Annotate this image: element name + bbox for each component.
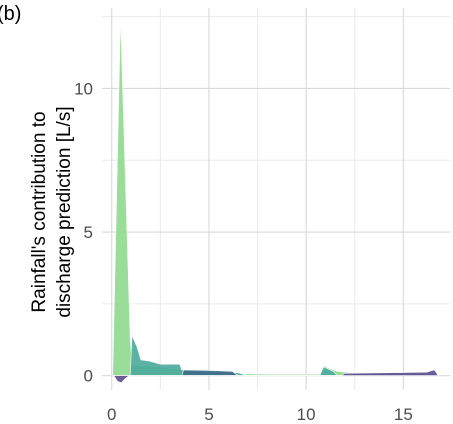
x-tick-label: 15 xyxy=(394,405,413,424)
y-tick-label: 0 xyxy=(84,367,93,386)
panel-label: (b) xyxy=(0,3,21,25)
x-tick-label: 0 xyxy=(107,405,116,424)
series-area-3 xyxy=(181,369,240,376)
y-axis: 0 5 10 xyxy=(74,79,93,385)
y-axis-title-line-1: Rainfall's contribution to xyxy=(29,111,50,312)
series-area-1 xyxy=(112,16,440,376)
area-series xyxy=(112,16,440,384)
y-axis-title-line-2: discharge prediction [L/s] xyxy=(54,106,75,317)
x-tick-label: 5 xyxy=(204,405,213,424)
grid xyxy=(102,8,450,390)
x-tick-label: 10 xyxy=(297,405,316,424)
x-axis: 0 5 10 15 xyxy=(107,405,413,424)
y-tick-label: 5 xyxy=(84,223,93,242)
y-tick-label: 10 xyxy=(74,79,93,98)
series-area-4 xyxy=(113,369,439,384)
